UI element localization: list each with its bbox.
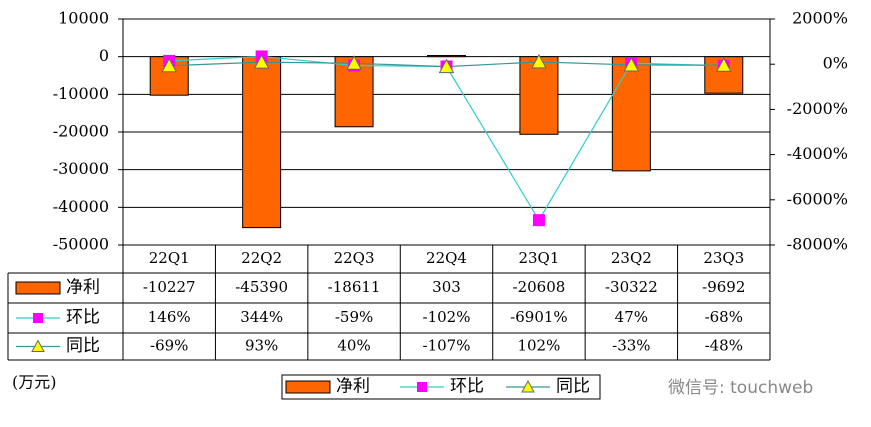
marker bbox=[346, 55, 362, 70]
table-value: -59% bbox=[335, 308, 373, 326]
x-tick-label: 23Q3 bbox=[703, 249, 744, 267]
legend-marker bbox=[33, 313, 43, 323]
y2-tick-label: 0% bbox=[823, 54, 848, 73]
y-tick-label: -40000 bbox=[53, 197, 109, 216]
y-tick-label: -20000 bbox=[53, 122, 109, 141]
unit-label: (万元) bbox=[12, 373, 57, 392]
marker bbox=[438, 58, 455, 74]
table-value: -48% bbox=[705, 337, 743, 355]
table-value: -6901% bbox=[510, 308, 568, 326]
x-tick-label: 23Q2 bbox=[611, 249, 652, 267]
y2-tick-label: -2000% bbox=[787, 99, 848, 118]
legend-marker bbox=[417, 382, 427, 392]
x-tick-label: 22Q2 bbox=[241, 249, 282, 267]
table-value: 102% bbox=[517, 337, 560, 355]
marker bbox=[623, 56, 640, 72]
y-tick-label: -30000 bbox=[53, 159, 109, 178]
table-value: -20608 bbox=[513, 278, 566, 296]
table-value: -69% bbox=[150, 337, 188, 355]
y-tick-label: 0 bbox=[99, 46, 109, 65]
bar bbox=[611, 56, 651, 172]
y-tick-label: -10000 bbox=[53, 84, 109, 103]
legend-marker bbox=[521, 379, 535, 393]
legend-swatch bbox=[15, 281, 61, 295]
y-tick-label: 10000 bbox=[58, 9, 109, 28]
legend-label: 同比 bbox=[66, 336, 100, 356]
y-tick-label: -50000 bbox=[53, 235, 109, 254]
y2-tick-label: -8000% bbox=[787, 235, 848, 254]
y2-tick-label: 2000% bbox=[792, 9, 848, 28]
table-value: 40% bbox=[337, 337, 370, 355]
table-value: -33% bbox=[612, 337, 650, 355]
table-value: 344% bbox=[240, 308, 283, 326]
table-value: -107% bbox=[423, 337, 471, 355]
table-value: 146% bbox=[148, 308, 191, 326]
table-value: -10227 bbox=[143, 278, 196, 296]
y2-tick-label: -4000% bbox=[787, 144, 848, 163]
legend-swatch bbox=[285, 380, 331, 394]
marker bbox=[161, 57, 178, 73]
bar bbox=[242, 56, 282, 229]
table-value: 47% bbox=[615, 308, 648, 326]
marker bbox=[715, 57, 732, 72]
y2-tick-label: -6000% bbox=[787, 189, 848, 208]
table-value: -45390 bbox=[235, 278, 288, 296]
table-value: -18611 bbox=[328, 278, 381, 296]
legend-label: 环比 bbox=[450, 377, 484, 397]
legend-label: 环比 bbox=[66, 308, 100, 328]
legend-label: 净利 bbox=[66, 278, 100, 298]
table-value: 303 bbox=[432, 278, 461, 296]
x-tick-label: 22Q4 bbox=[426, 249, 467, 267]
x-tick-label: 23Q1 bbox=[518, 249, 559, 267]
marker bbox=[532, 214, 545, 227]
marker bbox=[253, 54, 270, 69]
table-value: -30322 bbox=[605, 278, 658, 296]
bar bbox=[427, 55, 466, 58]
table-value: -9692 bbox=[702, 278, 745, 296]
table-value: 93% bbox=[245, 337, 278, 355]
marker bbox=[531, 53, 547, 69]
legend-label: 净利 bbox=[336, 377, 370, 397]
legend-marker bbox=[31, 339, 45, 352]
watermark: 微信号: touchweb bbox=[668, 378, 813, 398]
legend-label: 同比 bbox=[556, 377, 590, 397]
bar bbox=[519, 56, 559, 135]
table-value: -102% bbox=[423, 308, 471, 326]
x-tick-label: 22Q3 bbox=[334, 249, 375, 267]
x-tick-label: 22Q1 bbox=[149, 249, 190, 267]
table-value: -68% bbox=[705, 308, 743, 326]
